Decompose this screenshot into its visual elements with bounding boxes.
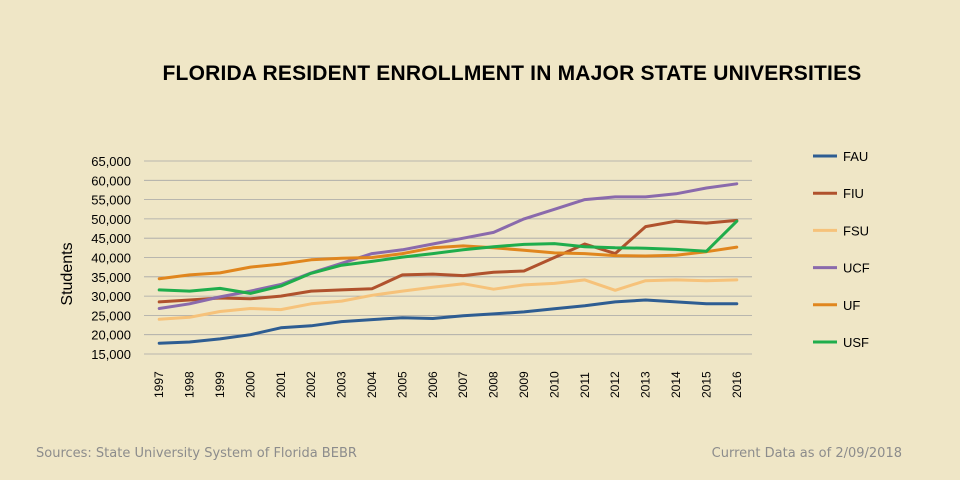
legend-label-fsu: FSU <box>843 223 869 238</box>
legend-label-uf: UF <box>843 298 860 313</box>
x-tick-label: 2012 <box>608 371 622 398</box>
legend-label-fau: FAU <box>843 149 868 164</box>
y-tick-label: 40,000 <box>91 251 131 266</box>
x-tick-label: 2009 <box>517 371 531 398</box>
series-line-fau <box>157 298 739 345</box>
x-tick-label: 2004 <box>365 371 379 398</box>
x-tick-label: 1998 <box>183 371 197 398</box>
x-tick-label: 2000 <box>243 371 257 398</box>
y-tick-label: 35,000 <box>91 270 131 285</box>
y-tick-label: 15,000 <box>91 347 131 362</box>
line-chart: 15,000 20,000 25,000 30,000 35,000 40,000 45,0… <box>59 149 870 398</box>
x-tick-label: 1997 <box>152 371 166 398</box>
y-tick-label: 25,000 <box>91 308 131 323</box>
x-tick-label: 2005 <box>395 371 409 398</box>
series-lines <box>157 182 739 345</box>
legend-label-usf: USF <box>843 335 869 350</box>
series-line-uf <box>157 244 739 281</box>
x-tick-label: 2002 <box>304 371 318 398</box>
series-line-fiu <box>157 218 739 304</box>
x-tick-label: 2014 <box>669 371 683 398</box>
x-tick-label: 2007 <box>456 371 470 398</box>
y-tick-label: 50,000 <box>91 212 131 227</box>
gridlines <box>144 160 752 355</box>
x-tick-label: 2001 <box>274 371 288 398</box>
chart-title: FLORIDA RESIDENT ENROLLMENT IN MAJOR STA… <box>162 62 862 85</box>
x-tick-label: 2010 <box>547 371 561 398</box>
x-axis-ticks: 1997 1998 1999 2000 2001 2002 2003 2004 2005 2006… <box>152 371 744 398</box>
y-axis-label: Students <box>59 242 76 305</box>
y-tick-label: 60,000 <box>91 173 131 188</box>
x-tick-label: 2016 <box>730 371 744 398</box>
series-line-usf <box>157 219 739 295</box>
x-tick-label: 2008 <box>487 371 501 398</box>
series-line-fsu <box>157 278 739 321</box>
x-tick-label: 2015 <box>699 371 713 398</box>
x-tick-label: 2003 <box>335 371 349 398</box>
y-tick-label: 45,000 <box>91 231 131 246</box>
data-date-note: Current Data as of 2/09/2018 <box>711 446 902 461</box>
legend-label-fiu: FIU <box>843 186 864 201</box>
source-note: Sources: State University System of Flor… <box>36 446 357 461</box>
x-tick-label: 2013 <box>639 371 653 398</box>
x-tick-label: 1999 <box>213 371 227 398</box>
y-tick-label: 55,000 <box>91 193 131 208</box>
y-axis-ticks: 15,000 20,000 25,000 30,000 35,000 40,000 45,0… <box>91 154 131 362</box>
legend: FAU FIU FSU UCF UF USF <box>813 149 870 350</box>
x-tick-label: 2006 <box>426 371 440 398</box>
y-tick-label: 65,000 <box>91 154 131 169</box>
series-line-ucf <box>157 182 739 310</box>
legend-label-ucf: UCF <box>843 261 870 276</box>
y-tick-label: 30,000 <box>91 289 131 304</box>
x-tick-label: 2011 <box>578 372 592 398</box>
y-tick-label: 20,000 <box>91 328 131 343</box>
